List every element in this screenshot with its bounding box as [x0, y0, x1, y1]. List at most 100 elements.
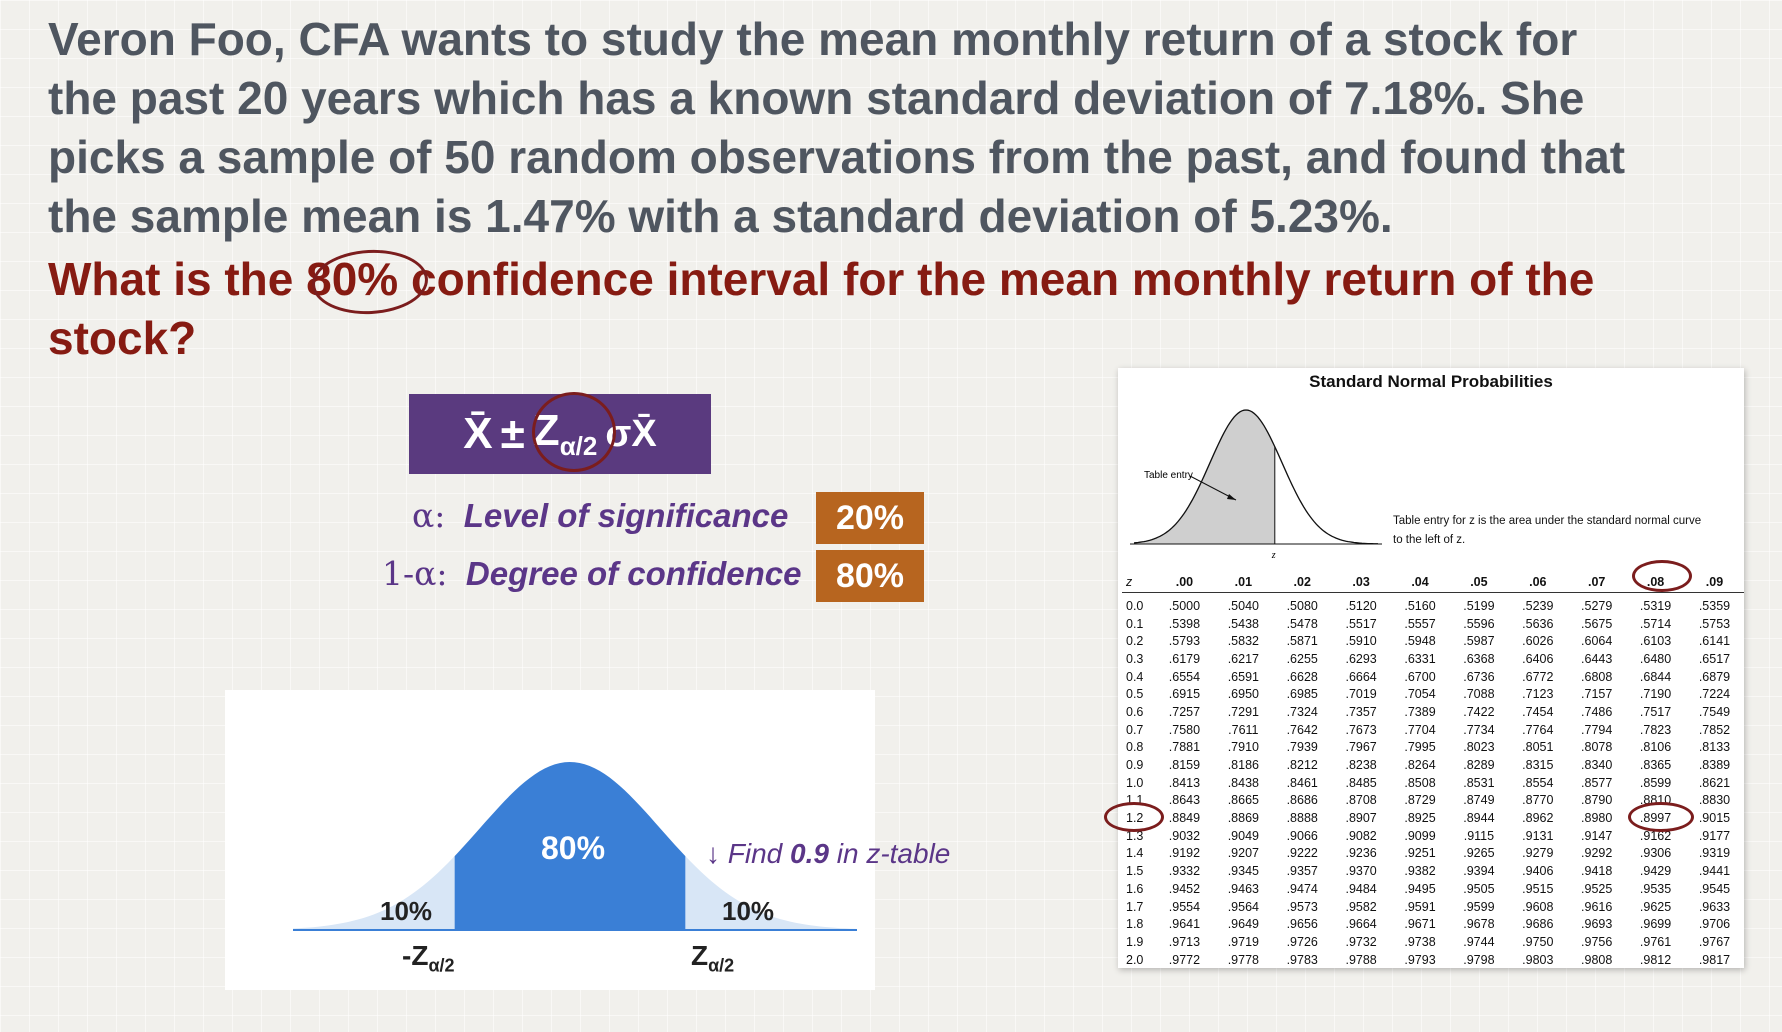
z-table-header-cell: z — [1126, 574, 1133, 589]
z-table-cell: .9713 — [1168, 934, 1201, 949]
z-table-cell: .9515 — [1522, 881, 1554, 896]
z-table-cell: .9131 — [1522, 828, 1554, 843]
z-table-cell: .7486 — [1581, 704, 1613, 719]
z-table-cell: .8577 — [1581, 775, 1613, 790]
z-table-row: 0.4 .6554 .6591 .6628 .6664 .6700 .6736 .6772 .6… — [1122, 668, 1744, 686]
formula-xbar: X̄ — [463, 409, 493, 458]
z-table-cell: .5080 — [1286, 598, 1318, 613]
z-table-cell: .8289 — [1463, 758, 1495, 773]
z-table-cell: .5636 — [1522, 616, 1554, 631]
z-table-cell: .6517 — [1698, 651, 1731, 666]
mini-curve-shaded-area — [1134, 410, 1275, 544]
z-table-cell: .9744 — [1463, 934, 1495, 949]
find-note-suffix: in z-table — [828, 838, 951, 869]
curve-left-tail — [293, 856, 455, 930]
z-table-cell: .6293 — [1345, 651, 1377, 666]
z-table-cell: .5753 — [1698, 616, 1731, 631]
definition-text: Level of significance — [463, 497, 789, 534]
definition-symbol: 1-α: — [382, 554, 448, 593]
z-table-cell: .5948 — [1404, 634, 1436, 649]
curve-right-tail — [685, 856, 857, 930]
z-table-cell: .9484 — [1345, 881, 1377, 896]
z-table-cell: .7764 — [1522, 722, 1554, 737]
z-table-cell: .8849 — [1168, 811, 1201, 826]
z-table-cell: .5832 — [1227, 634, 1259, 649]
z-table-row: 1.1 .8643 .8665 .8686 .8708 .8729 .8749 .8770 .8… — [1122, 792, 1744, 810]
left-tail-label: 10% — [380, 896, 433, 926]
z-table-cell: .9599 — [1463, 899, 1495, 914]
z-table-cell: .6443 — [1581, 651, 1613, 666]
right-z-letter: Z — [691, 940, 709, 971]
z-table-cell: .5438 — [1227, 616, 1259, 631]
z-table-cell: .8729 — [1404, 793, 1436, 808]
z-table-cell: .6554 — [1168, 669, 1201, 684]
z-table-row: 0.1 .5398 .5438 .5478 .5517 .5557 .5596 .5636 .5… — [1122, 615, 1744, 633]
question-ask: What is the 80% confidence interval for … — [48, 250, 1748, 368]
z-table-cell: .7088 — [1463, 687, 1495, 702]
z-table-cell: .5987 — [1463, 634, 1495, 649]
z-table-cell: .9671 — [1404, 917, 1436, 932]
z-table-cell: .7123 — [1522, 687, 1554, 702]
z-table-cell: .9429 — [1639, 864, 1672, 879]
z-table-cell: .6844 — [1639, 669, 1672, 684]
z-table-header-cell: .02 — [1293, 574, 1311, 589]
center-percent-label: 80% — [541, 830, 606, 866]
z-table-cell: .9032 — [1168, 828, 1201, 843]
left-z-letter: -Z — [402, 940, 429, 971]
z-table-cell: .7157 — [1581, 687, 1613, 702]
z-table-cell: .6064 — [1581, 634, 1613, 649]
z-table-cell: .9452 — [1168, 881, 1201, 896]
z-table-row-label: 0.6 — [1126, 704, 1144, 719]
z-table-cell: .5199 — [1463, 598, 1495, 613]
formula-z-letter: Z — [532, 406, 560, 456]
definition-confidence: 1-α: Degree of confidence — [382, 554, 801, 593]
z-table-header-row: z .00 .01 .02 .03 .04 .05 .06 .07 .08 .09 — [1122, 571, 1744, 593]
z-table-cell: .5557 — [1404, 616, 1436, 631]
z-table-cell: .6808 — [1581, 669, 1613, 684]
z-table-header-cell: .09 — [1705, 574, 1724, 589]
z-table-cell: .8315 — [1522, 758, 1554, 773]
curve-center-area — [454, 762, 686, 930]
z-table-cell: .8389 — [1698, 758, 1731, 773]
z-table-cell: .5793 — [1168, 634, 1201, 649]
table-entry-label: Table entry — [1144, 470, 1193, 481]
z-table-cell: .7910 — [1227, 740, 1259, 755]
z-table-cell: .9015 — [1698, 811, 1731, 826]
z-table-cell: .6255 — [1286, 651, 1318, 666]
z-table-cell: .9817 — [1698, 952, 1731, 967]
left-z-label: -Zα/2 — [402, 940, 455, 977]
z-table-row: 1.3 .9032 .9049 .9066 .9082 .9099 .9115 .9131 .9… — [1122, 827, 1744, 845]
z-table-cell: .9207 — [1227, 846, 1259, 861]
z-table-cell: .9505 — [1463, 881, 1495, 896]
z-table-row-label: 0.7 — [1126, 722, 1144, 737]
z-table-cell: .7549 — [1698, 704, 1731, 719]
z-table-cell: .7422 — [1463, 704, 1495, 719]
z-table-cell: .9192 — [1168, 846, 1201, 861]
z-table-cell: .7881 — [1168, 740, 1201, 755]
z-table-cell: .8665 — [1227, 793, 1259, 808]
z-table-cell: .8485 — [1345, 775, 1377, 790]
normal-curve-svg — [293, 762, 857, 931]
z-table-cell: .9756 — [1581, 934, 1613, 949]
z-table-cell: .9082 — [1345, 828, 1377, 843]
z-table-cell: .5910 — [1345, 634, 1377, 649]
z-table-cell: .6406 — [1522, 651, 1554, 666]
z-table-cell: .8133 — [1698, 740, 1731, 755]
z-table-grid: z .00 .01 .02 .03 .04 .05 .06 .07 .08 .09 0.0 .5000.… — [1122, 571, 1744, 968]
z-table-cell: .8413 — [1168, 775, 1201, 790]
formula-plus-minus: ± — [500, 409, 525, 458]
z-table-row: 0.8 .7881 .7910 .7939 .7967 .7995 .8023 .8051 .8… — [1122, 739, 1744, 757]
z-table-cell: .8980 — [1581, 811, 1613, 826]
z-table-cell: .7224 — [1698, 687, 1731, 702]
z-table-cell: .8508 — [1404, 775, 1436, 790]
question-text: Veron Foo, CFA wants to study the mean m… — [48, 10, 1748, 246]
z-table-cell: .9625 — [1639, 899, 1672, 914]
mini-curve-outline — [1133, 409, 1378, 545]
z-table-cell: .9616 — [1581, 899, 1613, 914]
z-table-cell: .8238 — [1345, 758, 1377, 773]
z-table-cell: .9279 — [1522, 846, 1554, 861]
z-table-row: 2.0 .9772 .9778 .9783 .9788 .9793 .9798 .9803 .9… — [1122, 951, 1744, 969]
z-table-cell: .5398 — [1168, 616, 1201, 631]
z-table-cell: .8365 — [1639, 758, 1672, 773]
z-table-cell: .8749 — [1463, 793, 1495, 808]
